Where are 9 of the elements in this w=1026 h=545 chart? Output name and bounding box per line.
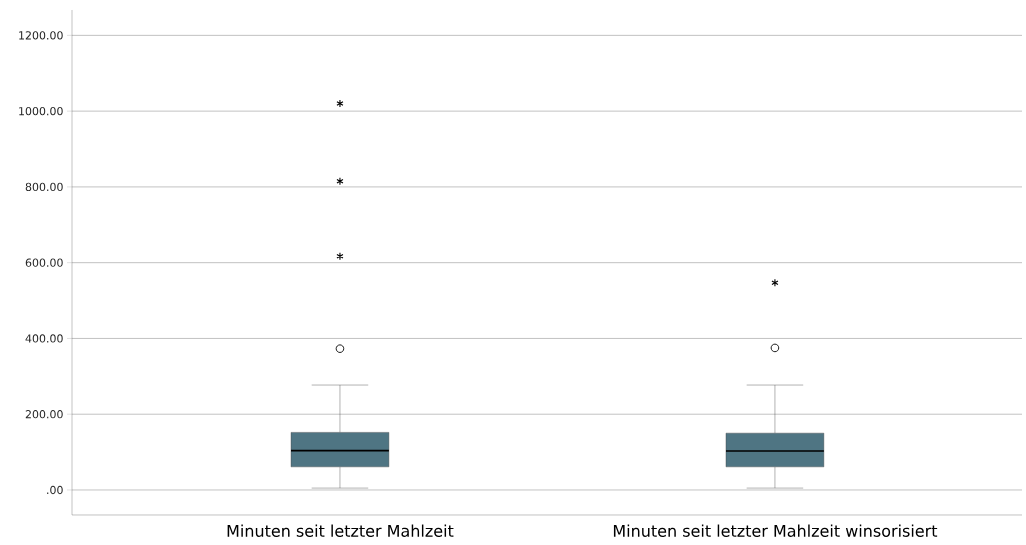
y-tick-label: .00: [47, 485, 63, 495]
x-tick-label: Minuten seit letzter Mahlzeit winsorisiert: [613, 524, 938, 537]
y-tick-label: 1200.00: [19, 31, 63, 40]
y-tick-label: 1000.00: [19, 106, 63, 116]
y-tick-label: 200.00: [25, 410, 63, 419]
y-tick-label: 400.00: [25, 334, 63, 343]
y-tick-label: 600.00: [25, 258, 63, 267]
x-tick-label: Minuten seit letzter Mahlzeit: [227, 524, 454, 537]
y-tick-label: 800.00: [25, 182, 63, 192]
